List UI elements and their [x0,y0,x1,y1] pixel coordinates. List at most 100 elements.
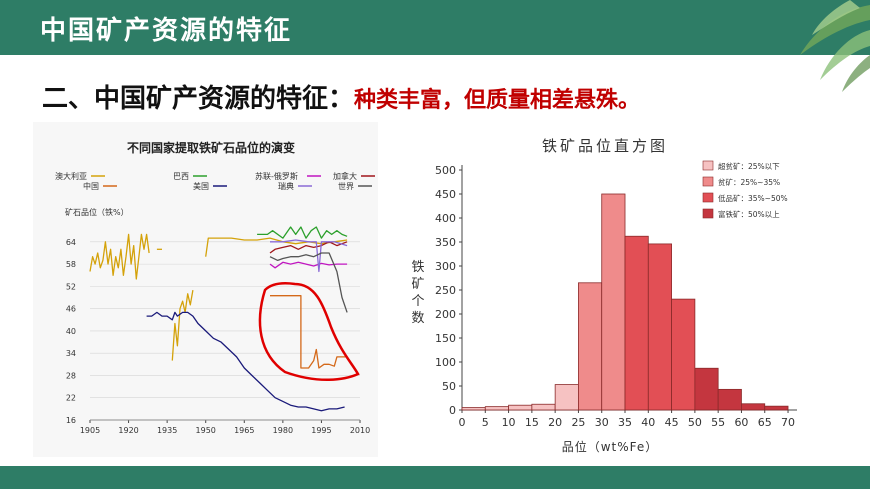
legend-item: 加拿大 [333,171,375,181]
legend-item: 澳大利亚 [55,171,105,181]
x-tick-label: 1995 [311,426,331,435]
x-tick-label: 15 [525,416,539,429]
y-tick-label: 58 [66,260,76,269]
y-axis-label-char: 矿 [411,277,424,292]
x-tick-label: 70 [781,416,795,429]
series-line [269,252,348,313]
y-tick-label: 200 [435,308,456,321]
histogram-bar [741,403,766,411]
series-line [270,239,348,273]
y-tick-label: 64 [66,238,76,247]
legend-item: 苏联-俄罗斯 [255,171,321,181]
legend-label: 美国 [193,181,209,191]
page-title: 中国矿产资源的特征 [40,16,293,46]
legend-item: 美国 [193,181,227,191]
legend-item: 贫矿：25%~35% [702,176,780,187]
x-tick-label: 40 [641,416,655,429]
legend-label: 富铁矿：50%以上 [718,209,780,219]
series-line [257,226,348,239]
header-bar: 中国矿产资源的特征 [0,0,870,55]
chart-bars [461,193,789,411]
legend-label: 中国 [83,181,99,191]
legend-swatch [702,176,714,187]
legend-label: 贫矿：25%~35% [718,177,780,187]
series-line [89,233,150,280]
histogram-bar [694,367,719,411]
legend-label: 低品矿：35%~50% [718,193,788,203]
y-tick-label: 500 [435,164,456,177]
y-tick-label: 300 [435,260,456,273]
histogram-bar [531,403,556,411]
legend-label: 澳大利亚 [55,171,87,181]
x-tick-label: 1905 [80,426,100,435]
x-tick-label: 60 [734,416,748,429]
histogram-bar [484,406,509,411]
legend-label: 加拿大 [333,171,357,181]
y-tick-label: 350 [435,236,456,249]
heading-main: 二、中国矿产资源的特征： [42,84,355,114]
legend-label: 超贫矿：25%以下 [718,161,780,171]
x-tick-label: 5 [482,416,489,429]
y-tick-label: 100 [435,356,456,369]
legend-item: 中国 [83,181,117,191]
legend-item: 低品矿：35%~50% [702,192,788,203]
y-tick-label: 40 [66,327,76,336]
y-tick-label: 28 [66,371,76,380]
x-tick-label: 45 [665,416,679,429]
x-axis-label: 品位（wt%Fe） [562,439,659,454]
y-tick-label: 34 [66,349,76,358]
legend-label: 苏联-俄罗斯 [255,171,298,181]
line-chart-panel: 不同国家提取铁矿石品位的演变 澳大利亚 巴西 苏联-俄罗斯 加拿大 中国 美国 瑞典 世界 矿… [33,122,378,457]
series-line [205,237,348,257]
y-tick-label: 16 [66,416,76,425]
annotation-circle [258,282,360,381]
y-axis-label-char: 数 [411,311,424,326]
x-tick-label: 55 [711,416,725,429]
x-tick-label: 65 [758,416,772,429]
series-line [146,311,345,412]
chart-title: 不同国家提取铁矿石品位的演变 [127,140,295,155]
histogram-bar [671,298,696,411]
series-line [269,261,348,269]
y-axis-label-char: 个 [411,294,424,309]
histogram-bar [624,235,649,411]
histogram-bar [764,405,789,411]
y-tick-label: 400 [435,212,456,225]
chart-axes: 1905 1920 1935 1950 1965 1980 1995 2010 16 22 28 34… [66,238,370,435]
series-line [171,289,194,361]
bamboo-leaves-icon [800,0,870,92]
x-tick-label: 1935 [157,426,177,435]
y-tick-label: 46 [66,305,76,314]
x-tick-label: 0 [459,416,466,429]
legend-label: 巴西 [173,172,189,181]
legend-item: 世界 [338,181,372,191]
histogram-bar [508,404,533,411]
y-tick-label: 52 [66,282,76,291]
x-tick-label: 35 [618,416,632,429]
y-tick-label: 22 [66,394,76,403]
heading-sub: 种类丰富，但质量相差悬殊。 [354,88,641,113]
x-tick-label: 1920 [118,426,138,435]
legend-swatch [702,160,714,171]
histogram-bar [647,243,672,411]
legend-item: 巴西 [173,172,207,181]
y-tick-label: 150 [435,332,456,345]
x-tick-label: 1950 [196,426,216,435]
x-tick-label: 10 [502,416,516,429]
histogram-bar [554,384,579,411]
x-tick-label: 20 [548,416,562,429]
histogram-bar [461,407,486,411]
x-tick-label: 25 [571,416,585,429]
histogram-chart: 铁矿品位直方图 0 50 100 150 200 250 300 350 400 450 500 0 5… [411,137,797,454]
x-tick-label: 2010 [350,426,370,435]
series-line [269,241,348,254]
legend-swatch [702,192,714,203]
footer-bar [0,466,870,489]
legend-item: 超贫矿：25%以下 [702,160,780,171]
histogram-panel: 铁矿品位直方图 0 50 100 150 200 250 300 350 400 450 500 0 5… [405,123,805,458]
legend-label: 瑞典 [278,181,294,191]
